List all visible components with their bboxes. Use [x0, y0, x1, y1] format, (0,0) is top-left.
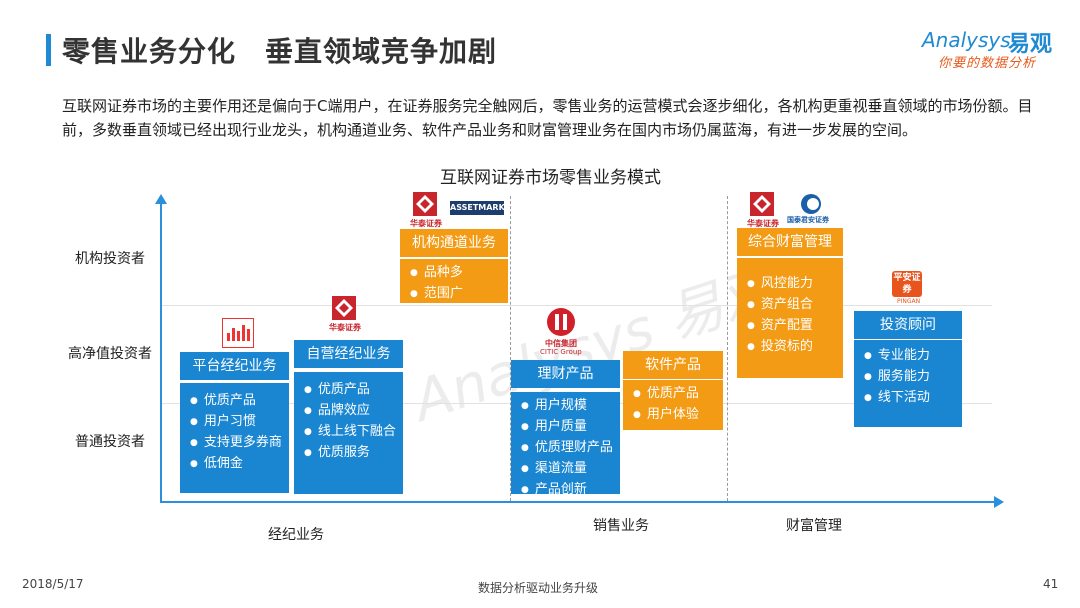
- pingan-logo: 平安证券: [892, 271, 922, 297]
- list-item: 范围广: [410, 284, 508, 305]
- list-item: 资产配置: [747, 316, 843, 337]
- box-institution-channel-body: 品种多 范围广: [400, 259, 508, 303]
- y-label-institutional: 机构投资者: [75, 251, 145, 267]
- brand-logo-en: Analysys: [922, 28, 1011, 52]
- y-axis-arrow: [155, 194, 167, 204]
- brand-tagline: 你要的数据分析: [938, 56, 1037, 71]
- x-axis-arrow: [994, 496, 1004, 508]
- list-item: 优质产品: [304, 380, 403, 401]
- box-wealth-mgmt-body: 风控能力 资产组合 资产配置 投资标的: [737, 258, 843, 378]
- box-software-header: 软件产品: [623, 351, 723, 379]
- assetmark-logo: ASSETMARK: [450, 201, 505, 215]
- box-software-body: 优质产品 用户体验: [623, 380, 723, 430]
- x-label-wealth: 财富管理: [786, 518, 842, 534]
- gtja-logo-text: 国泰君安证券: [787, 216, 829, 224]
- list-item: 品种多: [410, 263, 508, 284]
- page-title: 零售业务分化 垂直领域竞争加剧: [62, 35, 498, 68]
- htsc-icon: [413, 192, 437, 216]
- list-item: 用户质量: [521, 417, 620, 438]
- citic-icon: [547, 308, 575, 336]
- htsc-icon: [750, 192, 774, 216]
- list-item: 专业能力: [864, 346, 962, 367]
- citic-logo-text: 中信集团: [545, 339, 577, 348]
- y-label-high-net-worth: 高净值投资者: [68, 346, 152, 362]
- box-wealth-mgmt-header: 综合财富管理: [737, 228, 843, 256]
- list-item: 支持更多券商: [190, 433, 289, 454]
- x-label-sales: 销售业务: [593, 518, 649, 534]
- list-item: 资产组合: [747, 295, 843, 316]
- box-self-brokerage-body: 优质产品 品牌效应 线上线下融合 优质服务: [294, 372, 403, 494]
- footer-page-number: 41: [1043, 577, 1059, 591]
- list-item: 品牌效应: [304, 401, 403, 422]
- citic-logo-text-en: CITIC Group: [540, 348, 582, 356]
- pingan-logo-en: PINGAN: [897, 298, 921, 305]
- x-axis: [160, 501, 996, 503]
- list-item: 优质产品: [190, 391, 289, 412]
- list-item: 优质服务: [304, 443, 403, 464]
- list-item: 低佣金: [190, 454, 289, 475]
- y-axis: [160, 200, 162, 502]
- brand-logo-cn: 易观: [1008, 32, 1053, 57]
- htsc-logo-mark-2: [413, 192, 437, 216]
- htsc-logo-mark-1: [332, 296, 356, 320]
- box-institution-channel-header: 机构通道业务: [400, 229, 508, 257]
- box-platform-brokerage-header: 平台经纪业务: [180, 352, 289, 380]
- list-item: 用户规模: [521, 396, 620, 417]
- list-item: 用户体验: [633, 405, 723, 426]
- citic-logo-mark: [546, 307, 576, 337]
- list-item: 用户习惯: [190, 412, 289, 433]
- list-item: 产品创新: [521, 480, 620, 501]
- footer-date: 2018/5/17: [22, 577, 84, 591]
- x-label-brokerage: 经纪业务: [268, 527, 324, 543]
- htsc-logo-text-1: 华泰证券: [329, 323, 361, 332]
- box-platform-brokerage-body: 优质产品 用户习惯 支持更多券商 低佣金: [180, 383, 289, 493]
- list-item: 线上线下融合: [304, 422, 403, 443]
- list-item: 服务能力: [864, 367, 962, 388]
- grid-line-upper: [162, 305, 992, 306]
- htsc-logo-mark-3: [750, 192, 774, 216]
- intro-paragraph: 互联网证券市场的主要作用还是偏向于C端用户，在证券服务完全触网后，零售业务的运营…: [62, 97, 1033, 139]
- list-item: 优质产品: [633, 384, 723, 405]
- list-item: 线下活动: [864, 388, 962, 409]
- list-item: 渠道流量: [521, 459, 620, 480]
- diagram-title: 互联网证券市场零售业务模式: [440, 168, 661, 188]
- htsc-logo-text-3: 华泰证券: [747, 219, 779, 228]
- divider-line-1: [510, 196, 511, 501]
- box-self-brokerage-header: 自营经纪业务: [294, 340, 403, 368]
- gtja-logo-mark: [800, 193, 822, 215]
- platform-app-icon: [227, 325, 250, 341]
- htsc-logo-text-2: 华泰证券: [410, 219, 442, 228]
- list-item: 投资标的: [747, 337, 843, 358]
- htsc-icon: [332, 296, 356, 320]
- divider-line-2: [727, 196, 728, 501]
- list-item: 优质理财产品: [521, 438, 620, 459]
- footer-slogan: 数据分析驱动业务升级: [478, 581, 599, 595]
- gtja-icon: [801, 194, 821, 214]
- y-label-retail: 普通投资者: [75, 434, 145, 450]
- title-accent-bar: [46, 34, 51, 66]
- box-wealth-product-header: 理财产品: [511, 360, 620, 388]
- box-advisor-body: 专业能力 服务能力 线下活动: [854, 340, 962, 427]
- list-item: 风控能力: [747, 274, 843, 295]
- platform-app-logo: [222, 318, 254, 348]
- box-advisor-header: 投资顾问: [854, 311, 962, 339]
- box-wealth-product-body: 用户规模 用户质量 优质理财产品 渠道流量 产品创新: [511, 392, 620, 497]
